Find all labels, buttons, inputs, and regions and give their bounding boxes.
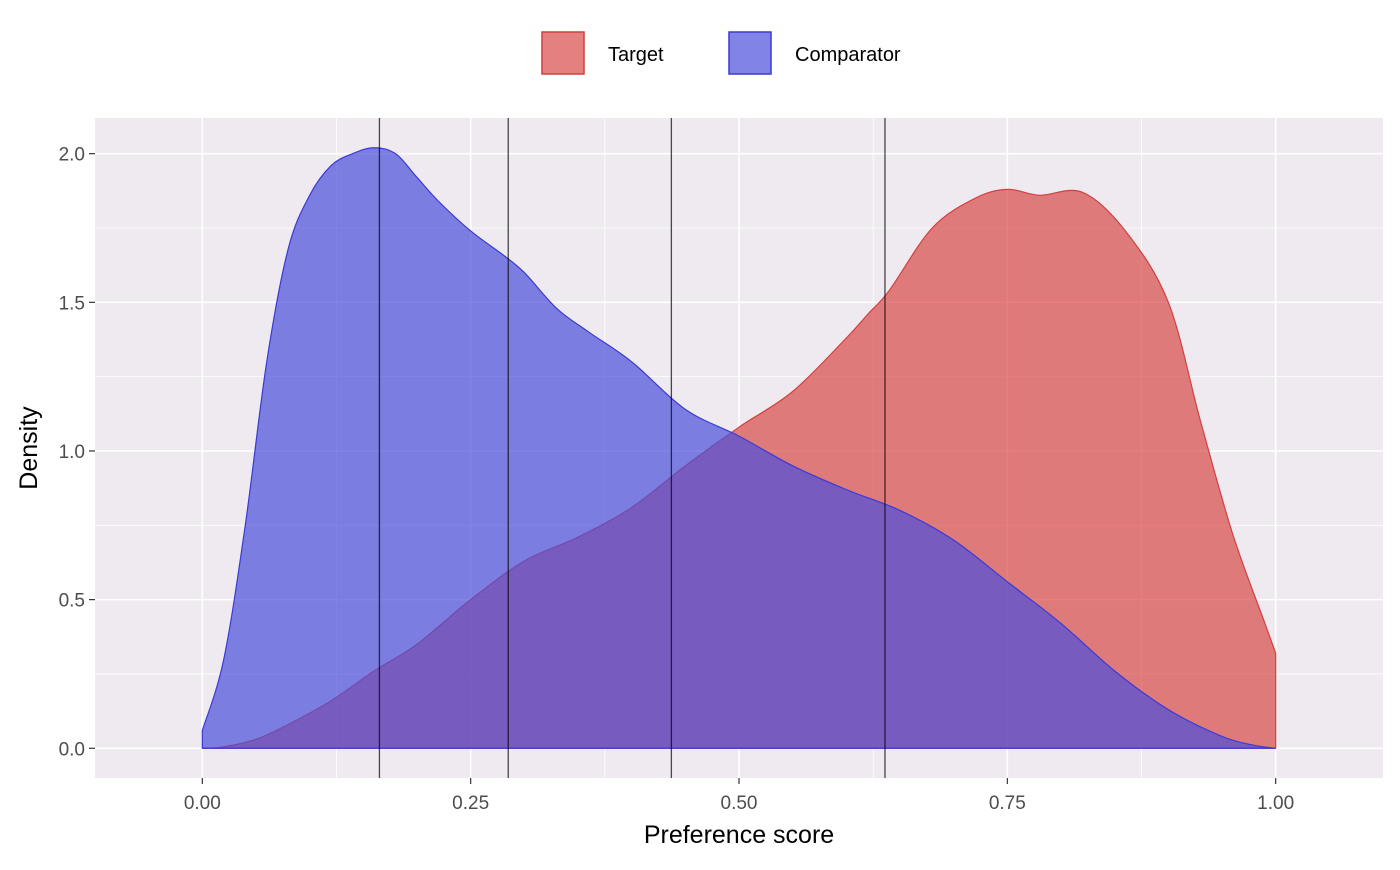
- y-axis-ticks: 0.0 0.5 1.0 1.5 2.0: [59, 145, 95, 760]
- y-tick-label: 0.0: [59, 739, 85, 760]
- y-tick-label: 1.0: [59, 442, 85, 463]
- x-tick-label: 0.25: [452, 793, 489, 814]
- legend-swatch-comparator: [728, 31, 772, 75]
- x-tick-label: 1.00: [1257, 793, 1294, 814]
- y-tick-label: 1.5: [59, 293, 85, 314]
- density-areas: [201, 147, 1277, 749]
- x-tick-label: 0.75: [989, 793, 1026, 814]
- y-tick-label: 2.0: [59, 145, 85, 166]
- legend-label-comparator: Comparator: [795, 44, 901, 66]
- legend-label-target: Target: [608, 44, 664, 66]
- y-tick-label: 0.5: [59, 591, 85, 612]
- x-tick-label: 0.50: [721, 793, 758, 814]
- vertical-reference-lines: [378, 118, 886, 778]
- y-axis-title: Density: [15, 406, 43, 490]
- legend-swatch-target: [541, 31, 585, 75]
- x-tick-label: 0.00: [184, 793, 221, 814]
- density-area-comparator: [201, 147, 1276, 749]
- x-axis-title: Preference score: [644, 821, 834, 849]
- x-axis-ticks: 0.00 0.25 0.50 0.75 1.00: [184, 778, 1294, 814]
- legend: Target Comparator: [541, 31, 901, 75]
